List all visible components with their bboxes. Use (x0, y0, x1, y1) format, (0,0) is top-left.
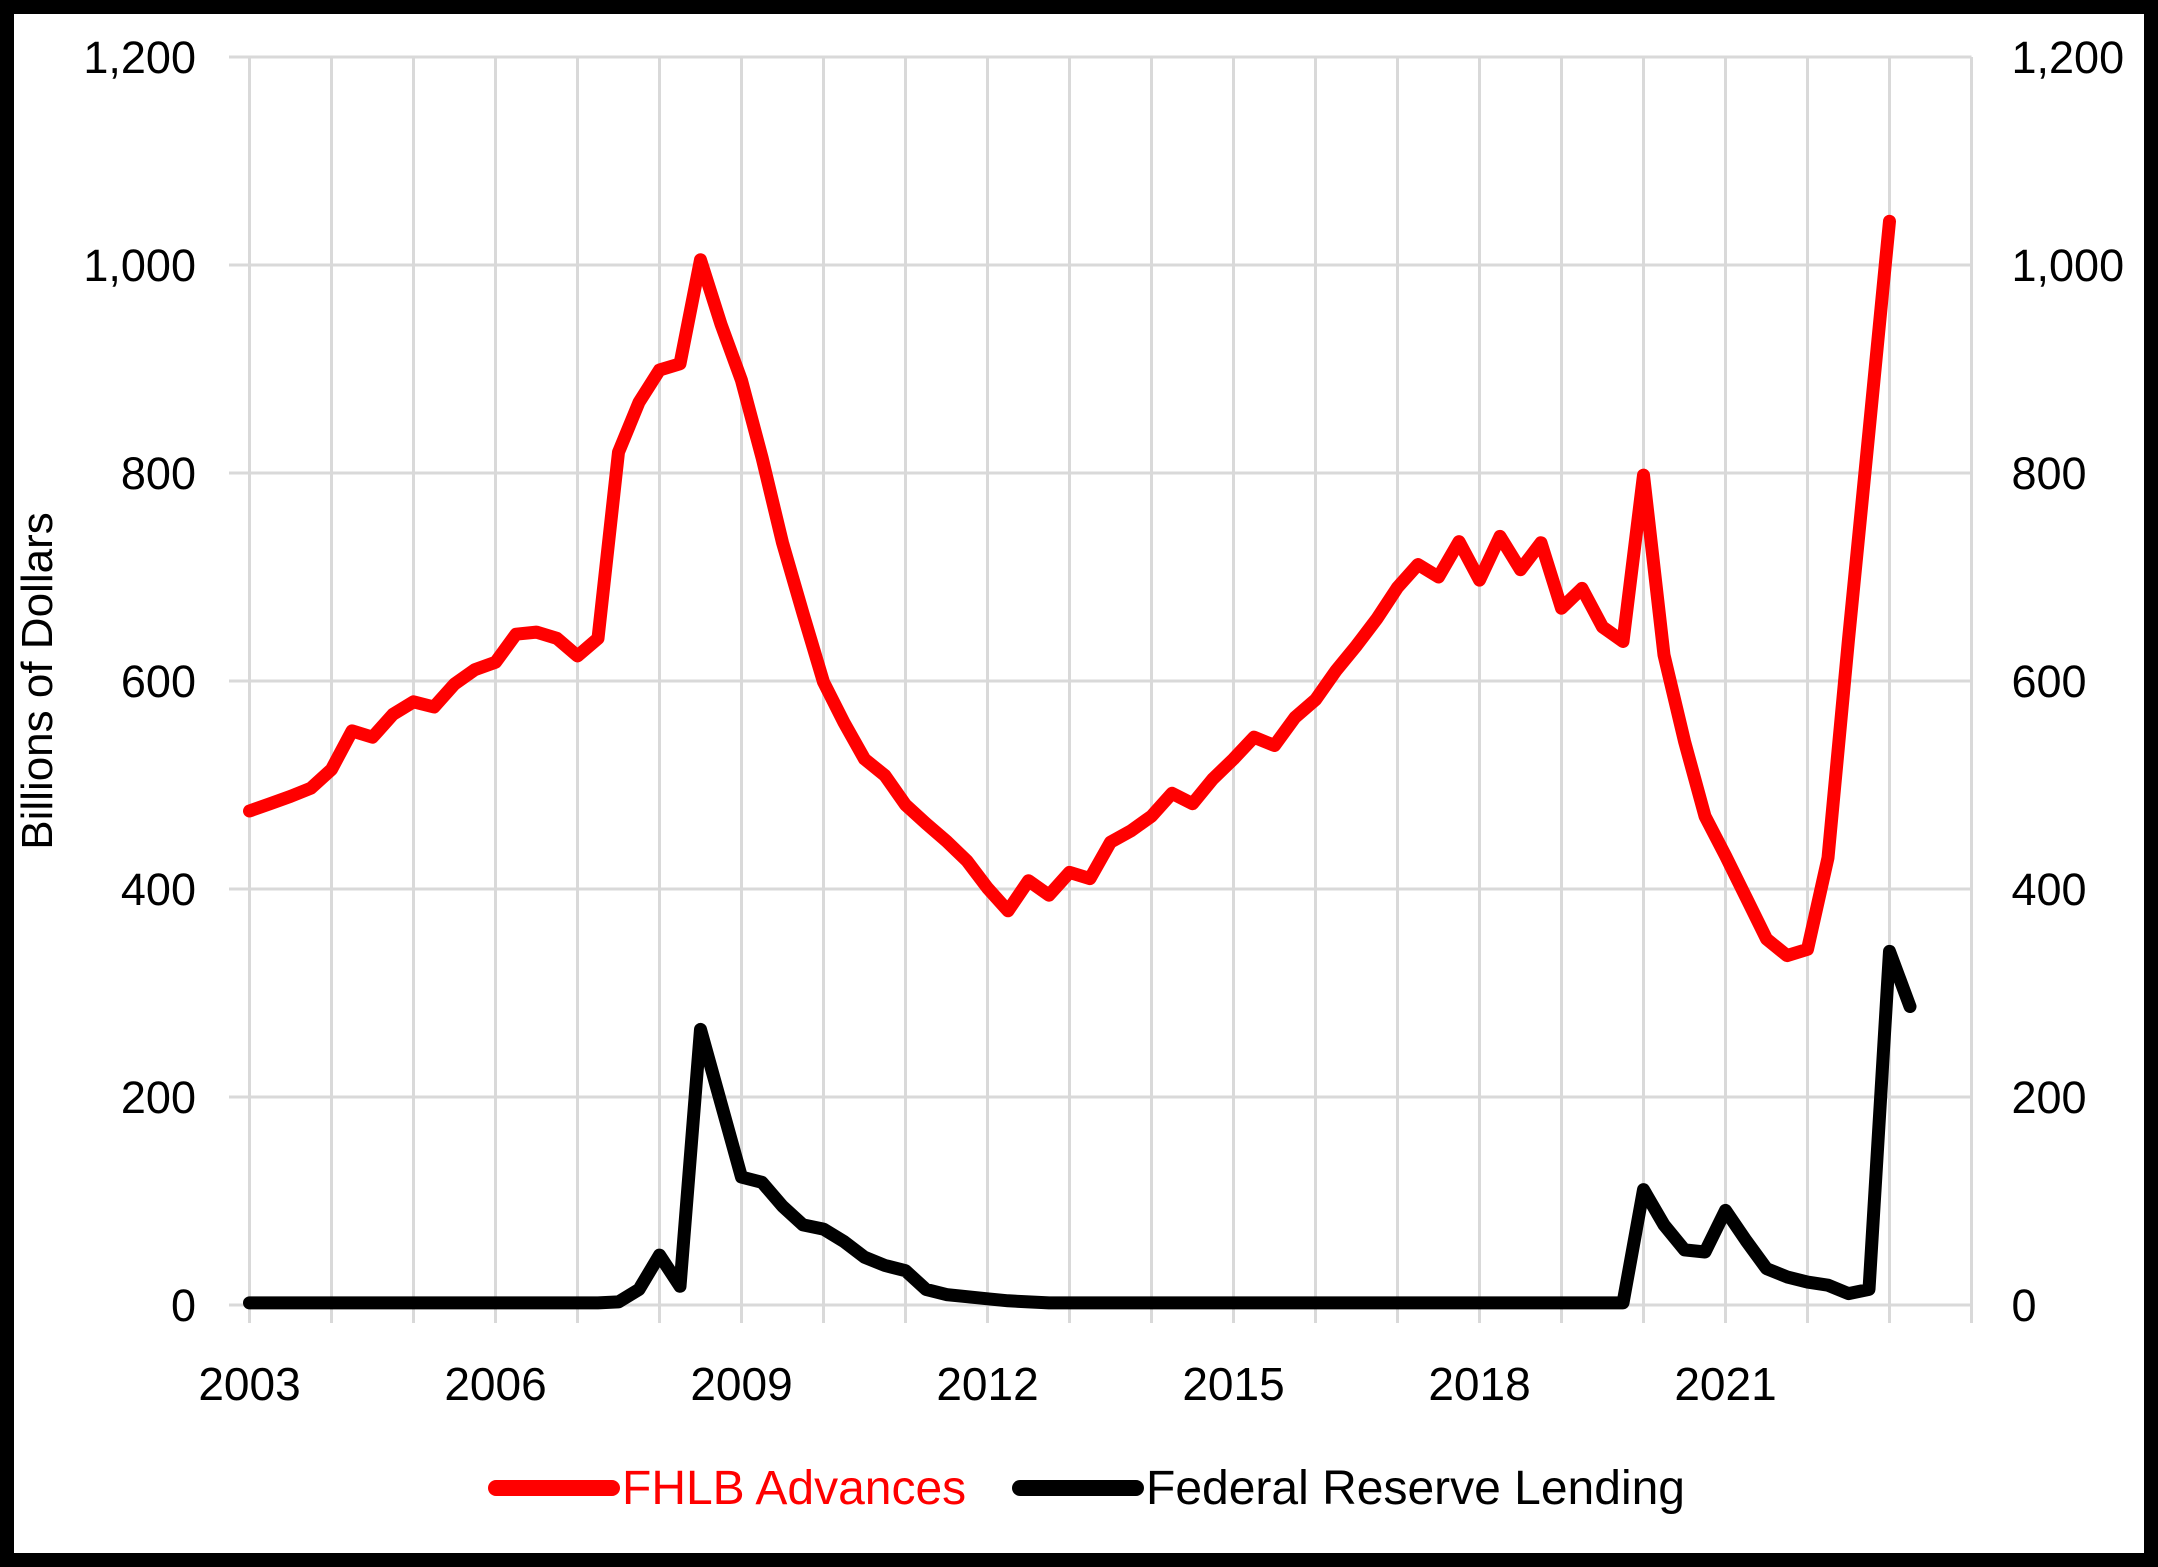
fhlb-advances-line (243, 214, 1896, 963)
federal-reserve-lending-line (243, 944, 1917, 1310)
y-tick-label-right: 0 (2012, 1280, 2037, 1331)
x-tick-label: 2012 (936, 1358, 1038, 1410)
y-tick-label-left: 200 (121, 1072, 196, 1123)
y-tick-label-left: 800 (121, 448, 196, 499)
y-tick-label-left: 400 (121, 864, 196, 915)
y-tick-label-right: 1,000 (2012, 240, 2125, 291)
y-tick-label-left: 0 (171, 1280, 196, 1331)
series-lines (243, 214, 1917, 1310)
legend-label-fhlb-advances: FHLB Advances (622, 1462, 966, 1515)
legend-label-federal-reserve-lending: Federal Reserve Lending (1146, 1462, 1685, 1515)
x-tick-label: 2009 (690, 1358, 792, 1410)
y-tick-label-left: 1,200 (83, 32, 196, 83)
x-tick-labels: 2003 2006 2009 2012 2015 2018 2021 (198, 1358, 1776, 1410)
y-tick-label-right: 1,200 (2012, 32, 2125, 83)
y-tick-labels-left: 0 200 400 600 800 1,000 1,200 (83, 32, 196, 1331)
y-tick-label-right: 800 (2012, 448, 2087, 499)
y-tick-labels-right: 0 200 400 600 800 1,000 1,200 (2012, 32, 2125, 1331)
y-tick-label-right: 200 (2012, 1072, 2087, 1123)
y-axis-title: Billions of Dollars (13, 512, 62, 849)
x-tick-label: 2006 (444, 1358, 546, 1410)
y-tick-label-right: 600 (2012, 656, 2087, 707)
y-tick-label-left: 1,000 (83, 240, 196, 291)
x-tick-label: 2021 (1674, 1358, 1776, 1410)
y-tick-label-left: 600 (121, 656, 196, 707)
gridlines (229, 55, 1973, 1307)
x-tick-label: 2003 (198, 1358, 300, 1410)
x-tick-label: 2015 (1182, 1358, 1284, 1410)
legend: FHLB Advances Federal Reserve Lending (488, 1462, 1685, 1515)
y-tick-label-right: 400 (2012, 864, 2087, 915)
x-tick-label: 2018 (1428, 1358, 1530, 1410)
